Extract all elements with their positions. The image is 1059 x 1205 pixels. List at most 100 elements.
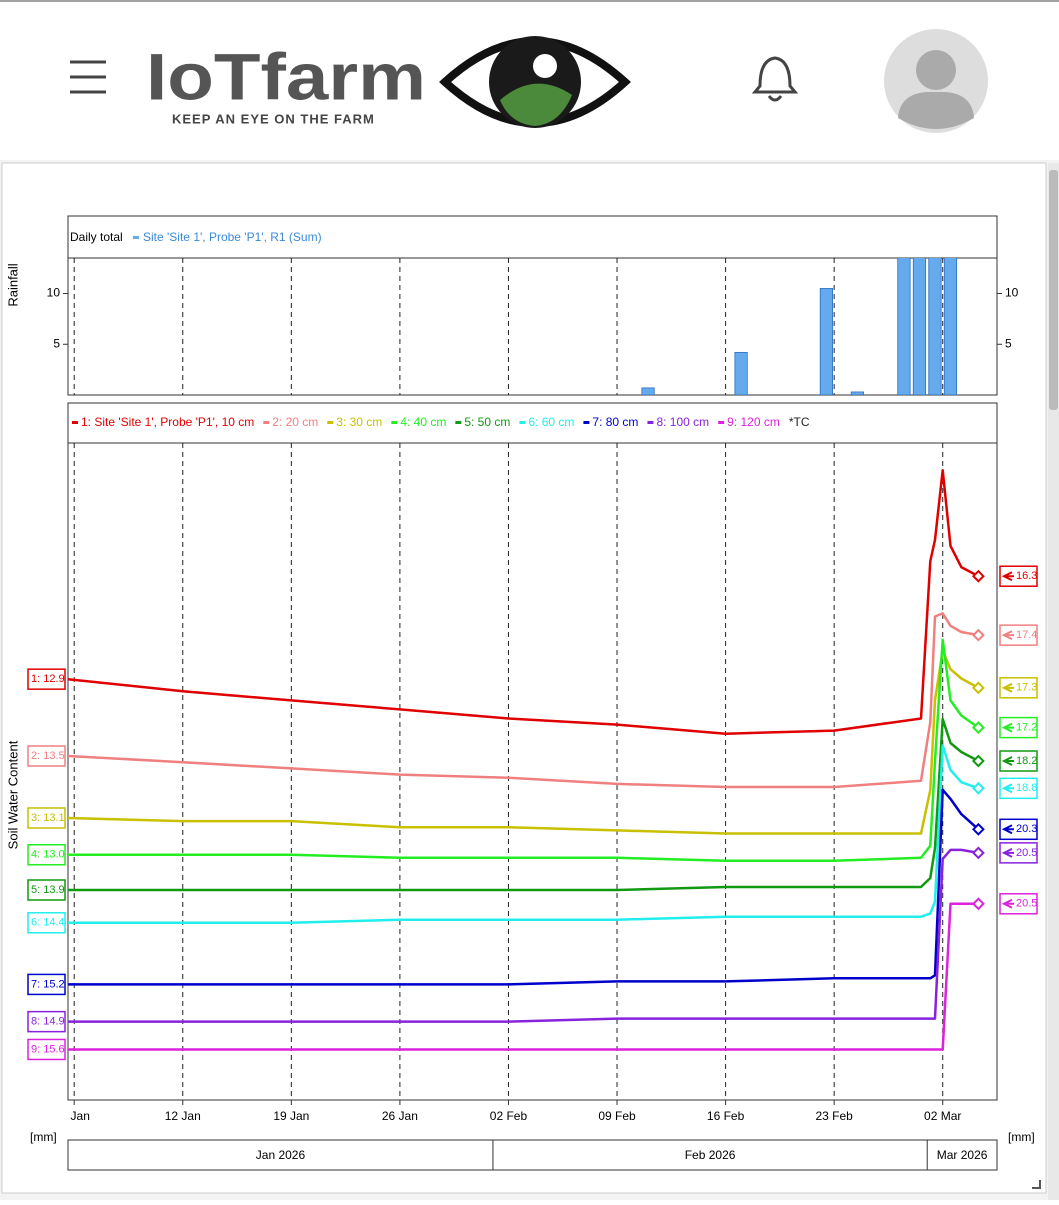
series-line	[68, 612, 979, 789]
end-label-arrow	[1001, 898, 1014, 909]
month-label: Mar 2026	[937, 1148, 988, 1162]
legend-swatch	[455, 421, 462, 424]
end-marker	[971, 628, 985, 642]
x-tick-label: 16 Feb	[707, 1109, 745, 1123]
x-tick-label: Jan	[71, 1109, 90, 1123]
month-label: Feb 2026	[685, 1148, 736, 1162]
resize-handle[interactable]	[1032, 1180, 1041, 1189]
y-tick-label: 10	[47, 286, 61, 300]
start-label: 4: 13.0	[31, 849, 65, 861]
start-label-box	[27, 844, 66, 866]
end-label: 20.3	[1016, 823, 1037, 835]
x-tick-label: 26 Jan	[382, 1109, 418, 1123]
series-line	[68, 902, 979, 1051]
bar	[850, 391, 865, 395]
legend-label: 4: 40 cm	[400, 415, 446, 429]
soil-lines	[68, 468, 980, 1051]
bar	[928, 258, 942, 395]
end-label: 17.4	[1016, 629, 1037, 641]
rain-legend-label: Site 'Site 1', Probe 'P1', R1 (Sum)	[143, 230, 322, 244]
unit-label-left: [mm]	[30, 1130, 57, 1144]
end-label-box	[999, 777, 1038, 800]
eye-glint	[533, 54, 557, 78]
start-label: 5: 13.9	[31, 884, 65, 896]
end-label-arrow	[1001, 783, 1014, 794]
end-label-box	[999, 677, 1038, 699]
end-label: 17.2	[1016, 722, 1037, 734]
end-marker	[971, 781, 985, 795]
end-marker	[971, 822, 985, 836]
start-label-box	[27, 1010, 66, 1033]
start-label: 6: 14.4	[31, 917, 65, 929]
bar	[641, 387, 655, 395]
end-label: 20.5	[1016, 847, 1037, 859]
start-label-box	[27, 745, 66, 767]
x-tick-label: 02 Feb	[490, 1109, 528, 1123]
start-label-box	[27, 879, 66, 901]
legend-label: 2: 20 cm	[272, 415, 318, 429]
scrollbar-thumb[interactable]	[1049, 170, 1058, 410]
start-label: 9: 15.6	[31, 1043, 65, 1055]
end-label-arrow	[1001, 722, 1014, 733]
y-tick-label: 5	[53, 336, 60, 350]
rain-legend-title: Daily total	[70, 230, 123, 244]
rain-plot-frame	[67, 257, 998, 396]
series-line	[68, 649, 979, 835]
rain-bars	[641, 258, 958, 395]
month-label: Jan 2026	[256, 1148, 306, 1162]
end-label-arrow	[1001, 630, 1014, 641]
month-band	[67, 1139, 998, 1171]
end-label-box	[999, 624, 1038, 646]
soil-legend-box	[67, 402, 998, 444]
y2-tick-label: 5	[1005, 336, 1012, 350]
end-label-box	[999, 565, 1038, 587]
avatar[interactable]	[884, 29, 988, 133]
end-label-arrow	[1001, 571, 1014, 582]
legend-label: *TC	[789, 415, 810, 429]
scrollbar[interactable]	[1048, 163, 1059, 1200]
x-tick-label: 23 Feb	[815, 1109, 853, 1123]
logo[interactable]: IoTfarm KEEP AN EYE ON THE FARM	[146, 36, 631, 128]
x-tick-label: 12 Jan	[165, 1109, 201, 1123]
legend-swatch	[327, 421, 334, 424]
end-marker	[971, 681, 985, 695]
start-label: 8: 14.9	[31, 1016, 65, 1028]
start-label: 7: 15.2	[31, 978, 65, 990]
notification-bell[interactable]	[751, 56, 799, 102]
end-label: 16.3	[1016, 570, 1037, 582]
legend-swatch	[647, 421, 654, 424]
menu-button[interactable]	[70, 60, 106, 94]
bar	[734, 351, 748, 395]
legend-label: 8: 100 cm	[656, 415, 709, 429]
start-label: 3: 13.1	[31, 812, 65, 824]
end-label-arrow	[1001, 756, 1014, 766]
end-label-arrow	[1001, 682, 1014, 693]
end-label-box	[999, 750, 1038, 772]
bar	[819, 288, 834, 395]
legend-label: 7: 80 cm	[592, 415, 638, 429]
end-marker	[971, 846, 985, 860]
legend-label: 6: 60 cm	[528, 415, 574, 429]
soil-y-label: Soil Water Content	[5, 740, 20, 849]
logo-tagline: KEEP AN EYE ON THE FARM	[172, 111, 375, 126]
end-label-box	[999, 842, 1038, 864]
bar	[897, 258, 911, 395]
legend-label: 1: Site 'Site 1', Probe 'P1', 10 cm	[81, 415, 254, 429]
start-label-box	[27, 1038, 66, 1061]
legend-swatch	[718, 421, 725, 424]
series-line	[68, 848, 979, 1023]
start-label: 1: 12.9	[31, 673, 65, 685]
y2-tick-label: 10	[1005, 286, 1019, 300]
series-line	[68, 788, 980, 986]
legend-swatch	[72, 421, 78, 424]
x-tick-label: 19 Jan	[273, 1109, 309, 1123]
soil-plot-frame	[67, 442, 998, 1101]
series-line	[68, 744, 979, 925]
end-marker	[971, 897, 985, 911]
end-marker	[971, 754, 985, 768]
rain-legend-swatch	[133, 236, 139, 239]
end-label: 18.2	[1016, 755, 1037, 767]
series-line	[68, 468, 979, 735]
start-label-box	[27, 973, 66, 996]
